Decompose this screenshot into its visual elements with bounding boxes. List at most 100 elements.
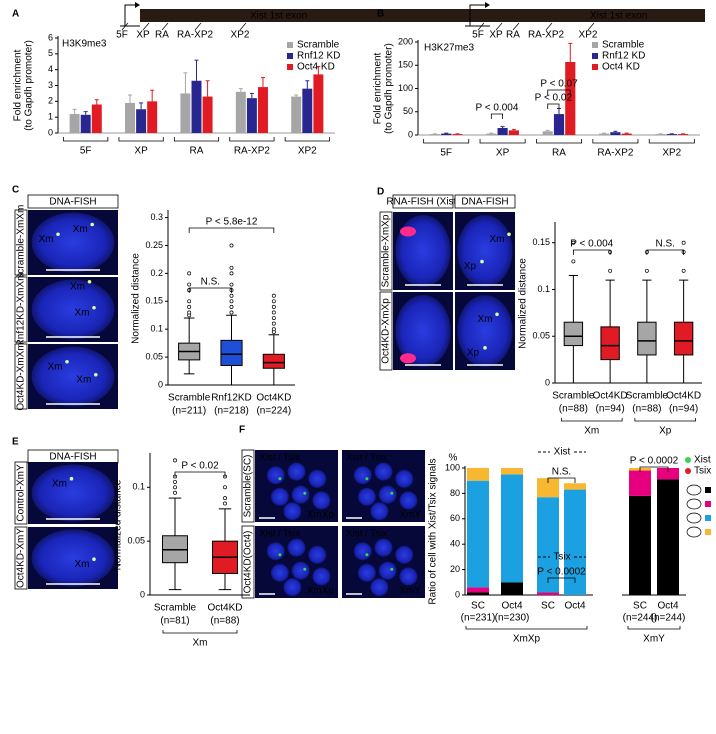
x-tick-label: Scramble <box>168 393 211 404</box>
y-tick-label: 20 <box>450 564 460 574</box>
outlier <box>187 271 192 276</box>
sig-bracket <box>188 227 275 233</box>
legend-swatch <box>592 64 598 70</box>
bar-segment <box>467 480 489 588</box>
annotation: Xist <box>554 447 571 458</box>
n-label: (n=244) <box>651 613 686 624</box>
outlier <box>223 501 227 506</box>
legend-label: Scramble <box>297 40 340 51</box>
signal-dot <box>480 259 484 264</box>
primer-label: RA-XP2 <box>528 30 565 41</box>
primer-pointer <box>545 22 553 31</box>
outlier <box>571 240 576 245</box>
image-tag: / <box>365 529 368 540</box>
nucleus <box>378 485 397 504</box>
primer-label: XP2 <box>231 30 250 41</box>
legend-cell <box>686 484 702 496</box>
bar <box>313 74 324 133</box>
tss-head <box>485 2 490 8</box>
primer-pointer <box>477 22 485 31</box>
bar <box>497 128 508 135</box>
bar <box>621 133 632 135</box>
y-tick-label: 100 <box>398 83 413 93</box>
bar <box>452 134 463 135</box>
exon-label: Xist 1st exon <box>590 11 647 22</box>
image-tag: / <box>365 453 368 464</box>
category-bracket <box>479 139 526 144</box>
x-tick-label: Oct4KD <box>666 391 701 402</box>
bar <box>69 114 80 133</box>
xist-cloud <box>400 226 416 237</box>
signal-dot <box>92 305 96 310</box>
outlier <box>173 479 177 484</box>
box <box>600 326 620 361</box>
y-tick-label: 100 <box>445 462 460 472</box>
nucleus <box>283 502 302 521</box>
signal-dot <box>495 312 499 317</box>
panel-letter: E <box>12 437 19 448</box>
image-tag: Xm <box>490 234 505 245</box>
nucleus <box>395 469 414 488</box>
image-tag: Xm <box>75 307 90 318</box>
outlier <box>223 485 227 490</box>
category-bracket <box>648 139 695 144</box>
outlier <box>187 310 192 315</box>
bar-segment <box>537 592 559 595</box>
signal-dot <box>90 222 94 227</box>
x-tick-label: Oct4KD <box>593 391 628 402</box>
x-tick-label: SC <box>633 601 647 612</box>
x-tick-label: RA-XP2 <box>597 148 634 159</box>
y-tick-label: 0.1 <box>132 482 145 492</box>
x-tick-label: Scramble <box>626 391 669 402</box>
signal-dot <box>483 346 487 350</box>
outlier <box>271 327 276 332</box>
category-bracket <box>63 137 109 142</box>
image-tag: Xist <box>346 529 363 540</box>
group-label: Xm <box>584 426 599 437</box>
signal-dot <box>94 372 98 377</box>
legend-label: Scramble <box>602 40 645 51</box>
panel-letter: A <box>12 9 19 20</box>
outlier <box>229 243 234 248</box>
y-tick-label: 80 <box>450 488 460 498</box>
image-header-box <box>392 194 454 209</box>
nucleus <box>266 466 285 485</box>
signal-dot <box>69 476 74 481</box>
n-label: (n=224) <box>256 406 291 417</box>
signal-dot <box>507 232 511 237</box>
primer-label: 5F <box>116 30 128 41</box>
row-label: Scramble(SC) <box>243 455 254 518</box>
nucleus <box>291 485 310 504</box>
n-label: (n=88) <box>210 616 239 627</box>
legend-swatch <box>705 501 711 507</box>
legend-swatch <box>705 529 711 535</box>
bar-segment <box>564 489 586 595</box>
nucleus <box>399 491 418 510</box>
bar <box>542 131 553 135</box>
image-tag: Tsix <box>370 529 387 540</box>
image-tag: Xm <box>75 559 90 570</box>
nucleus <box>283 578 302 597</box>
y-axis-label: (to Gapdh promoter) <box>24 40 35 131</box>
bar <box>610 132 621 135</box>
sig-bracket <box>639 466 669 472</box>
image-tag: Xist <box>259 529 276 540</box>
y-unit: % <box>449 453 458 464</box>
signal-dot <box>365 477 369 481</box>
primer-label: RA <box>155 30 169 41</box>
primer-label: XP2 <box>579 30 598 41</box>
y-tick-label: 0.05 <box>145 351 163 361</box>
legend-label: Rnf12 KD <box>602 51 645 62</box>
bar <box>441 133 452 135</box>
bar-segment <box>657 468 679 480</box>
outlier <box>187 282 192 287</box>
image-tag: Xm <box>478 314 493 325</box>
box <box>220 339 243 366</box>
nucleus <box>270 487 289 506</box>
y-tick-label: 5 <box>48 48 53 58</box>
y-axis-label: Normalized distance <box>113 479 124 570</box>
bar-segment <box>501 474 523 583</box>
x-tick-label: Oct4 <box>501 601 523 612</box>
category-bracket <box>118 137 164 142</box>
